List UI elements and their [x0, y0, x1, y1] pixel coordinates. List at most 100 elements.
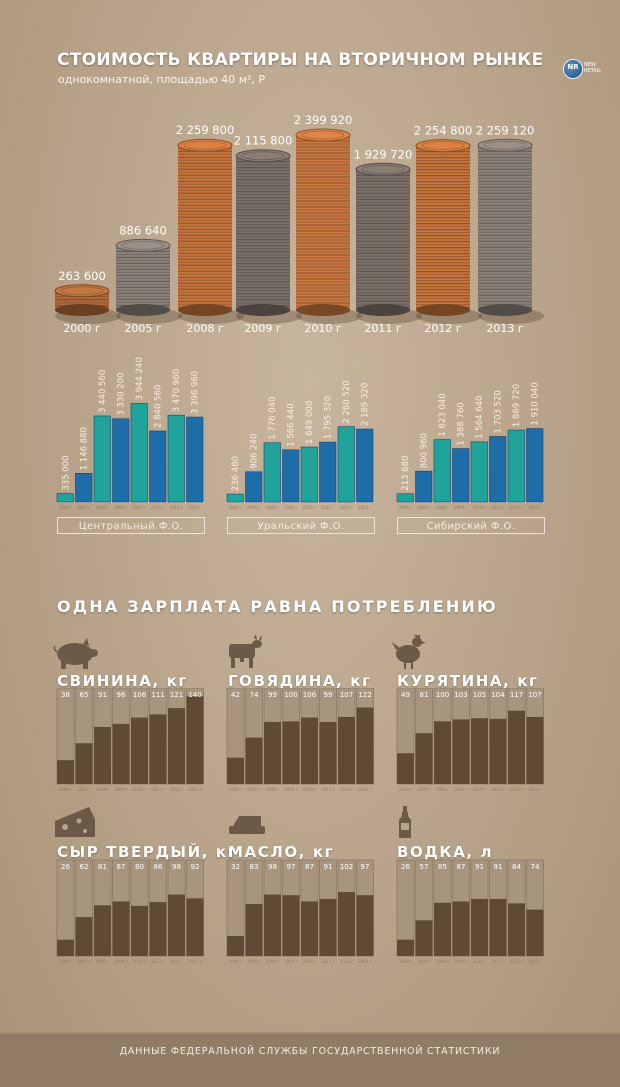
product-year-label: 2005 г	[247, 787, 261, 792]
product-value-label: 42	[231, 691, 240, 699]
region-value-label: 1 566 440	[287, 404, 297, 447]
product-year-label: 2008 г	[96, 959, 110, 964]
product-value-label: 83	[250, 863, 259, 871]
region-value-label: 906 240	[250, 434, 260, 469]
product-year-label: 2009 г	[454, 787, 468, 792]
product-value-label: 81	[420, 691, 429, 699]
region-bar	[356, 428, 374, 503]
product-year-label: 2005 г	[77, 787, 91, 792]
region-value-label: 2 260 520	[342, 380, 352, 423]
product-bar	[75, 743, 93, 784]
region-year-label: 2011 г	[151, 505, 165, 510]
product-year-label: 2013 г	[188, 787, 202, 792]
product-value-label: 62	[80, 863, 89, 871]
product-value-label: 38	[61, 691, 70, 699]
region-value-label: 1 623 040	[438, 393, 448, 436]
product-bar	[471, 898, 488, 956]
product-bar	[149, 902, 167, 956]
coin-value-label: 2 399 920	[294, 113, 353, 127]
product-year-label: 2008 г	[266, 787, 280, 792]
product-value-label: 74	[531, 863, 540, 871]
product-value-label: 91	[324, 863, 333, 871]
product-value-label: 87	[117, 863, 126, 871]
product-year-label: 2009 г	[114, 787, 128, 792]
region-bar	[186, 416, 204, 503]
product-bar	[57, 760, 74, 784]
footer-bar	[0, 1032, 620, 1087]
product-bar	[245, 737, 263, 784]
coin-stack	[54, 284, 121, 324]
product-year-label: 2000 г	[59, 959, 73, 964]
product-year-label: 2011 г	[491, 787, 505, 792]
product-label-beef: ГОВЯДИНА, кг	[228, 672, 372, 690]
product-year-label: 2011 г	[321, 959, 335, 964]
coin-value-label: 2 259 120	[476, 123, 535, 137]
region-value-label: 1 388 760	[457, 402, 467, 445]
region-value-label: 3 396 960	[191, 371, 201, 414]
product-value-label: 84	[512, 863, 521, 871]
product-bar	[94, 905, 111, 956]
product-value-label: 86	[154, 863, 163, 871]
region-bar	[452, 448, 470, 503]
product-year-label: 2010 г	[303, 959, 317, 964]
region-bar	[300, 446, 318, 503]
region-bar	[226, 493, 244, 503]
region-year-label: 2008 г	[95, 505, 109, 510]
product-bar	[508, 903, 525, 956]
product-bar	[489, 718, 507, 784]
product-bar	[75, 917, 93, 956]
product-year-label: 2000 г	[229, 959, 243, 964]
product-value-label: 85	[438, 863, 447, 871]
product-bar	[245, 903, 263, 956]
region-bar	[245, 471, 263, 503]
product-bar	[452, 719, 470, 784]
region-year-label: 2011 г	[491, 505, 505, 510]
product-value-label: 87	[305, 863, 314, 871]
region-bar	[167, 414, 185, 503]
product-year-label: 2013 г	[528, 787, 542, 792]
section-title-consumption: ОДНА ЗАРПЛАТА РАВНА ПОТРЕБЛЕНИЮ	[57, 597, 498, 616]
product-value-label: 100	[436, 691, 449, 699]
product-bar	[338, 892, 355, 956]
product-year-label: 2013 г	[358, 787, 372, 792]
coin-value-label: 2 259 800	[176, 123, 235, 137]
product-bar	[168, 708, 185, 784]
product-value-label: 91	[494, 863, 503, 871]
region-value-label: 800 960	[420, 433, 430, 468]
coin-value-label: 886 640	[119, 223, 167, 237]
product-year-label: 2011 г	[321, 787, 335, 792]
region-year-label: 2005 г	[417, 505, 431, 510]
chicken-icon	[392, 634, 426, 669]
coin-value-label: 2 254 800	[414, 124, 473, 138]
region-year-label: 2012 г	[509, 505, 523, 510]
product-year-label: 2011 г	[151, 787, 165, 792]
product-year-label: 2008 г	[436, 787, 450, 792]
product-bar	[526, 716, 544, 784]
region-year-label: 2008 г	[435, 505, 449, 510]
region-value-label: 213 680	[401, 456, 411, 491]
region-bar-charts: 335 000 2000 г 1 146 880 2005 г 3 440 560 200…	[55, 357, 545, 510]
logo-circle-icon	[563, 59, 583, 79]
product-value-label: 57	[420, 863, 429, 871]
region-value-label: 3 330 200	[117, 372, 127, 415]
region-bar	[396, 493, 414, 503]
coin-stack	[295, 128, 362, 324]
coin-year-label: 2012 г	[424, 322, 461, 335]
product-value-label: 103	[454, 691, 467, 699]
region-bar	[337, 426, 355, 503]
region-bar	[470, 441, 488, 503]
region-bar	[93, 415, 111, 503]
product-bar	[471, 718, 488, 784]
product-value-label: 92	[191, 863, 200, 871]
product-year-label: 2000 г	[229, 787, 243, 792]
logo-mark: NR	[567, 63, 579, 71]
product-year-label: 2000 г	[399, 787, 413, 792]
region-year-label: 2010 г	[302, 505, 316, 510]
page-title: СТОИМОСТЬ КВАРТИРЫ НА ВТОРИЧНОМ РЫНКЕ	[57, 50, 544, 70]
product-label-butter: МАСЛО, кг	[228, 843, 335, 861]
region-value-label: 1 910 040	[531, 382, 541, 425]
product-year-label: 2011 г	[151, 959, 165, 964]
product-year-label: 2011 г	[491, 959, 505, 964]
product-year-label: 2012 г	[170, 787, 184, 792]
product-value-label: 107	[340, 691, 353, 699]
